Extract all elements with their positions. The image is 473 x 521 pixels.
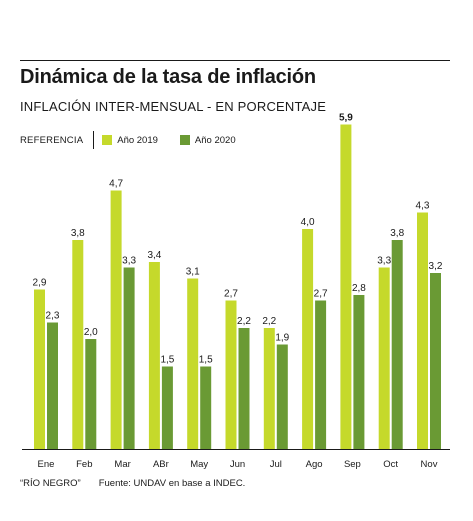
bar-label-2020-sep: 2,8 (352, 283, 366, 294)
bar-label-2019-mar: 4,7 (109, 179, 123, 190)
bar-2020-ago (315, 300, 327, 449)
bar-2020-mar (123, 267, 135, 449)
category-label-jun: Jun (230, 459, 245, 470)
category-label-mar: Mar (114, 459, 130, 470)
bar-label-2020-may: 1,5 (199, 355, 213, 366)
legend-reference-label: REFERENCIA (20, 134, 84, 146)
footer: “RÍO NEGRO” Fuente: UNDAV en base a INDE… (20, 478, 245, 489)
category-label-oct: Oct (383, 459, 398, 470)
bar-label-2020-feb: 2,0 (84, 327, 98, 338)
bar-2019-jun (225, 300, 237, 449)
bar-2019-ago (302, 229, 314, 449)
bar-2019-nov (417, 212, 428, 449)
bar-2019-feb (72, 240, 84, 449)
bar-label-2020-nov: 3,2 (429, 261, 443, 272)
legend-item-2019: Año 2019 (102, 135, 158, 146)
bar-2020-sep (353, 295, 365, 449)
legend-swatch-2020 (179, 135, 190, 145)
category-label-ago: Ago (306, 459, 323, 470)
bar-label-2019-sep: 5,9 (339, 113, 353, 124)
bar-2020-nov (430, 273, 441, 449)
bar-label-2019-jul: 2,2 (262, 316, 276, 327)
category-label-may: May (190, 459, 208, 470)
bar-label-2019-ago: 4,0 (301, 217, 315, 228)
bar-2020-jun (238, 328, 250, 449)
category-label-nov: Nov (421, 459, 438, 470)
category-label-jul: Jul (270, 459, 282, 470)
bar-2019-jul (263, 328, 275, 449)
legend: REFERENCIA Año 2019 Año 2020 (20, 131, 258, 149)
bar-2020-ene (47, 322, 58, 449)
bar-label-2020-mar: 3,3 (122, 256, 136, 267)
legend-item-2020: Año 2020 (179, 134, 236, 146)
category-label-ene: Ene (38, 459, 55, 470)
bar-label-2020-ene: 2,3 (46, 311, 60, 322)
bar-label-2020-jul: 1,9 (275, 333, 289, 344)
bar-2020-jul (276, 344, 288, 449)
legend-label-2019: Año 2019 (117, 134, 158, 146)
bar-label-2019-nov: 4,3 (416, 201, 430, 212)
category-label-feb: Feb (76, 459, 92, 470)
bar-2019-sep (340, 124, 352, 449)
bar-2020-abr (161, 366, 173, 449)
legend-label-2020: Año 2020 (194, 134, 236, 146)
bar-label-2019-jun: 2,7 (224, 289, 238, 300)
bar-2020-feb (85, 339, 97, 449)
bar-label-2019-abr: 3,4 (147, 250, 161, 261)
bar-label-2019-feb: 3,8 (71, 228, 85, 239)
category-label-sep: Sep (344, 459, 361, 470)
bar-2019-abr (148, 262, 160, 449)
bar-label-2019-may: 3,1 (186, 267, 200, 278)
bar-2019-oct (378, 267, 390, 449)
bar-label-2020-abr: 1,5 (160, 355, 174, 366)
bar-2019-mar (110, 190, 122, 449)
bar-2020-may (200, 366, 212, 449)
bar-label-2020-ago: 2,7 (314, 289, 328, 300)
bar-label-2020-jun: 2,2 (237, 316, 251, 327)
bar-label-2019-oct: 3,3 (377, 256, 391, 267)
bar-2019-may (187, 278, 199, 449)
chart-subtitle: INFLACIÓN INTER-MENSUAL - EN PORCENTAJE (20, 99, 327, 114)
footer-credit: “RÍO NEGRO” (20, 478, 81, 489)
legend-swatch-2019 (102, 135, 113, 145)
bar-2019-ene (34, 289, 45, 449)
bar-label-2020-oct: 3,8 (390, 228, 404, 239)
bar-label-2019-ene: 2,9 (33, 278, 47, 289)
chart-title: Dinámica de la tasa de inflación (20, 66, 316, 88)
footer-source: Fuente: UNDAV en base a INDEC. (98, 478, 246, 489)
bar-2020-oct (391, 240, 403, 449)
category-label-abr: ABr (153, 459, 169, 470)
legend-divider (93, 131, 95, 149)
top-rule (20, 60, 450, 61)
